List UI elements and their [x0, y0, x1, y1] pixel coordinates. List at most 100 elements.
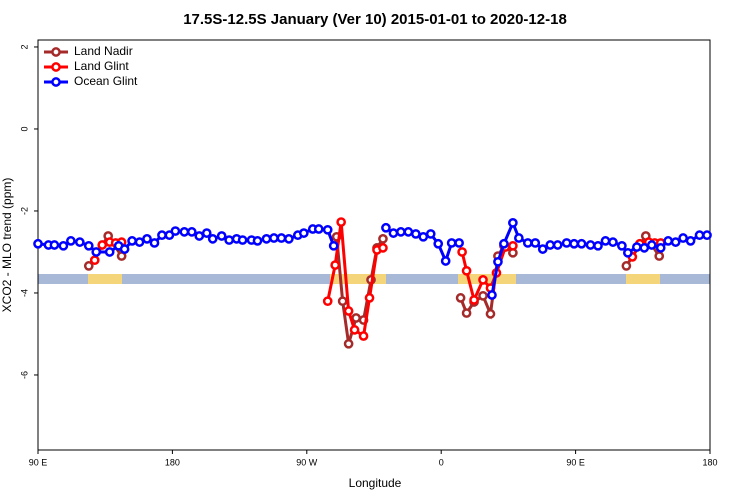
- point: [617, 240, 627, 251]
- point: [654, 251, 665, 261]
- point: [66, 236, 76, 246]
- band-land: [88, 274, 122, 284]
- point: [322, 296, 333, 307]
- point: [330, 260, 341, 270]
- point: [237, 235, 248, 245]
- point: [388, 228, 399, 238]
- point: [322, 224, 333, 235]
- point: [74, 237, 85, 247]
- point: [522, 238, 533, 248]
- point: [49, 240, 60, 250]
- x-tick-label: 90 W: [296, 457, 318, 467]
- point: [670, 237, 681, 247]
- point: [545, 240, 556, 250]
- point: [485, 309, 496, 319]
- x-tick-label: 90 E: [566, 457, 585, 467]
- point: [91, 247, 102, 257]
- point: [134, 237, 145, 247]
- point: [425, 229, 436, 239]
- point: [378, 234, 388, 244]
- point: [469, 295, 479, 305]
- legend-label: Land Glint: [74, 59, 129, 73]
- point: [378, 243, 388, 253]
- point: [461, 265, 472, 276]
- point: [508, 240, 518, 251]
- point: [499, 238, 509, 249]
- point: [157, 230, 167, 241]
- x-axis-label: Longitude: [349, 476, 402, 490]
- point: [261, 234, 272, 244]
- point: [593, 240, 603, 251]
- point: [381, 222, 391, 233]
- point: [410, 229, 421, 239]
- legend-label: Land Nadir: [74, 44, 133, 58]
- point: [216, 231, 227, 241]
- point: [83, 261, 94, 271]
- point: [104, 247, 115, 257]
- point: [349, 325, 360, 335]
- point: [608, 237, 618, 247]
- point: [97, 240, 108, 250]
- point: [631, 242, 642, 252]
- y-tick-label: -2: [19, 207, 29, 215]
- point: [186, 227, 197, 237]
- point: [298, 228, 309, 238]
- y-tick-label: -4: [19, 289, 29, 297]
- point: [358, 331, 369, 341]
- point: [364, 293, 375, 303]
- point: [170, 226, 181, 236]
- point: [149, 238, 160, 248]
- point: [576, 238, 587, 249]
- point: [685, 236, 696, 246]
- point: [337, 296, 348, 307]
- legend-marker: [51, 77, 61, 87]
- point: [83, 240, 94, 251]
- point: [194, 231, 205, 241]
- point: [207, 234, 218, 244]
- point: [478, 290, 488, 301]
- point: [694, 230, 705, 241]
- point: [396, 227, 406, 237]
- point: [508, 218, 518, 228]
- point: [600, 236, 611, 246]
- point: [343, 306, 354, 316]
- point: [284, 234, 294, 244]
- point: [336, 217, 346, 227]
- point: [446, 238, 457, 248]
- point: [455, 293, 466, 303]
- point: [433, 238, 444, 249]
- point: [655, 243, 666, 253]
- point: [343, 338, 354, 349]
- point: [58, 240, 69, 251]
- x-tick-label: 180: [702, 457, 717, 467]
- point: [269, 233, 279, 243]
- point: [569, 238, 579, 249]
- point: [623, 247, 633, 258]
- point: [454, 238, 464, 248]
- point: [621, 261, 632, 271]
- point: [663, 236, 674, 246]
- point: [276, 233, 287, 243]
- y-tick-label: 2: [19, 44, 29, 49]
- point: [313, 224, 324, 234]
- point: [552, 240, 563, 250]
- legend-marker: [51, 47, 61, 57]
- point: [639, 243, 650, 253]
- point: [201, 228, 212, 238]
- point: [646, 240, 657, 250]
- x-tick-label: 0: [439, 457, 444, 467]
- y-axis-label: XCO2 - MLO trend (ppm): [0, 178, 14, 313]
- point: [119, 244, 130, 254]
- point: [179, 227, 190, 237]
- point: [561, 238, 572, 248]
- point: [457, 247, 467, 257]
- point: [328, 240, 339, 251]
- band-land: [330, 274, 386, 284]
- legend-marker: [51, 62, 61, 72]
- x-tick-label: 90 E: [29, 457, 48, 467]
- point: [487, 290, 497, 300]
- point: [461, 308, 472, 318]
- point: [252, 236, 263, 246]
- legend-label: Ocean Glint: [74, 74, 138, 88]
